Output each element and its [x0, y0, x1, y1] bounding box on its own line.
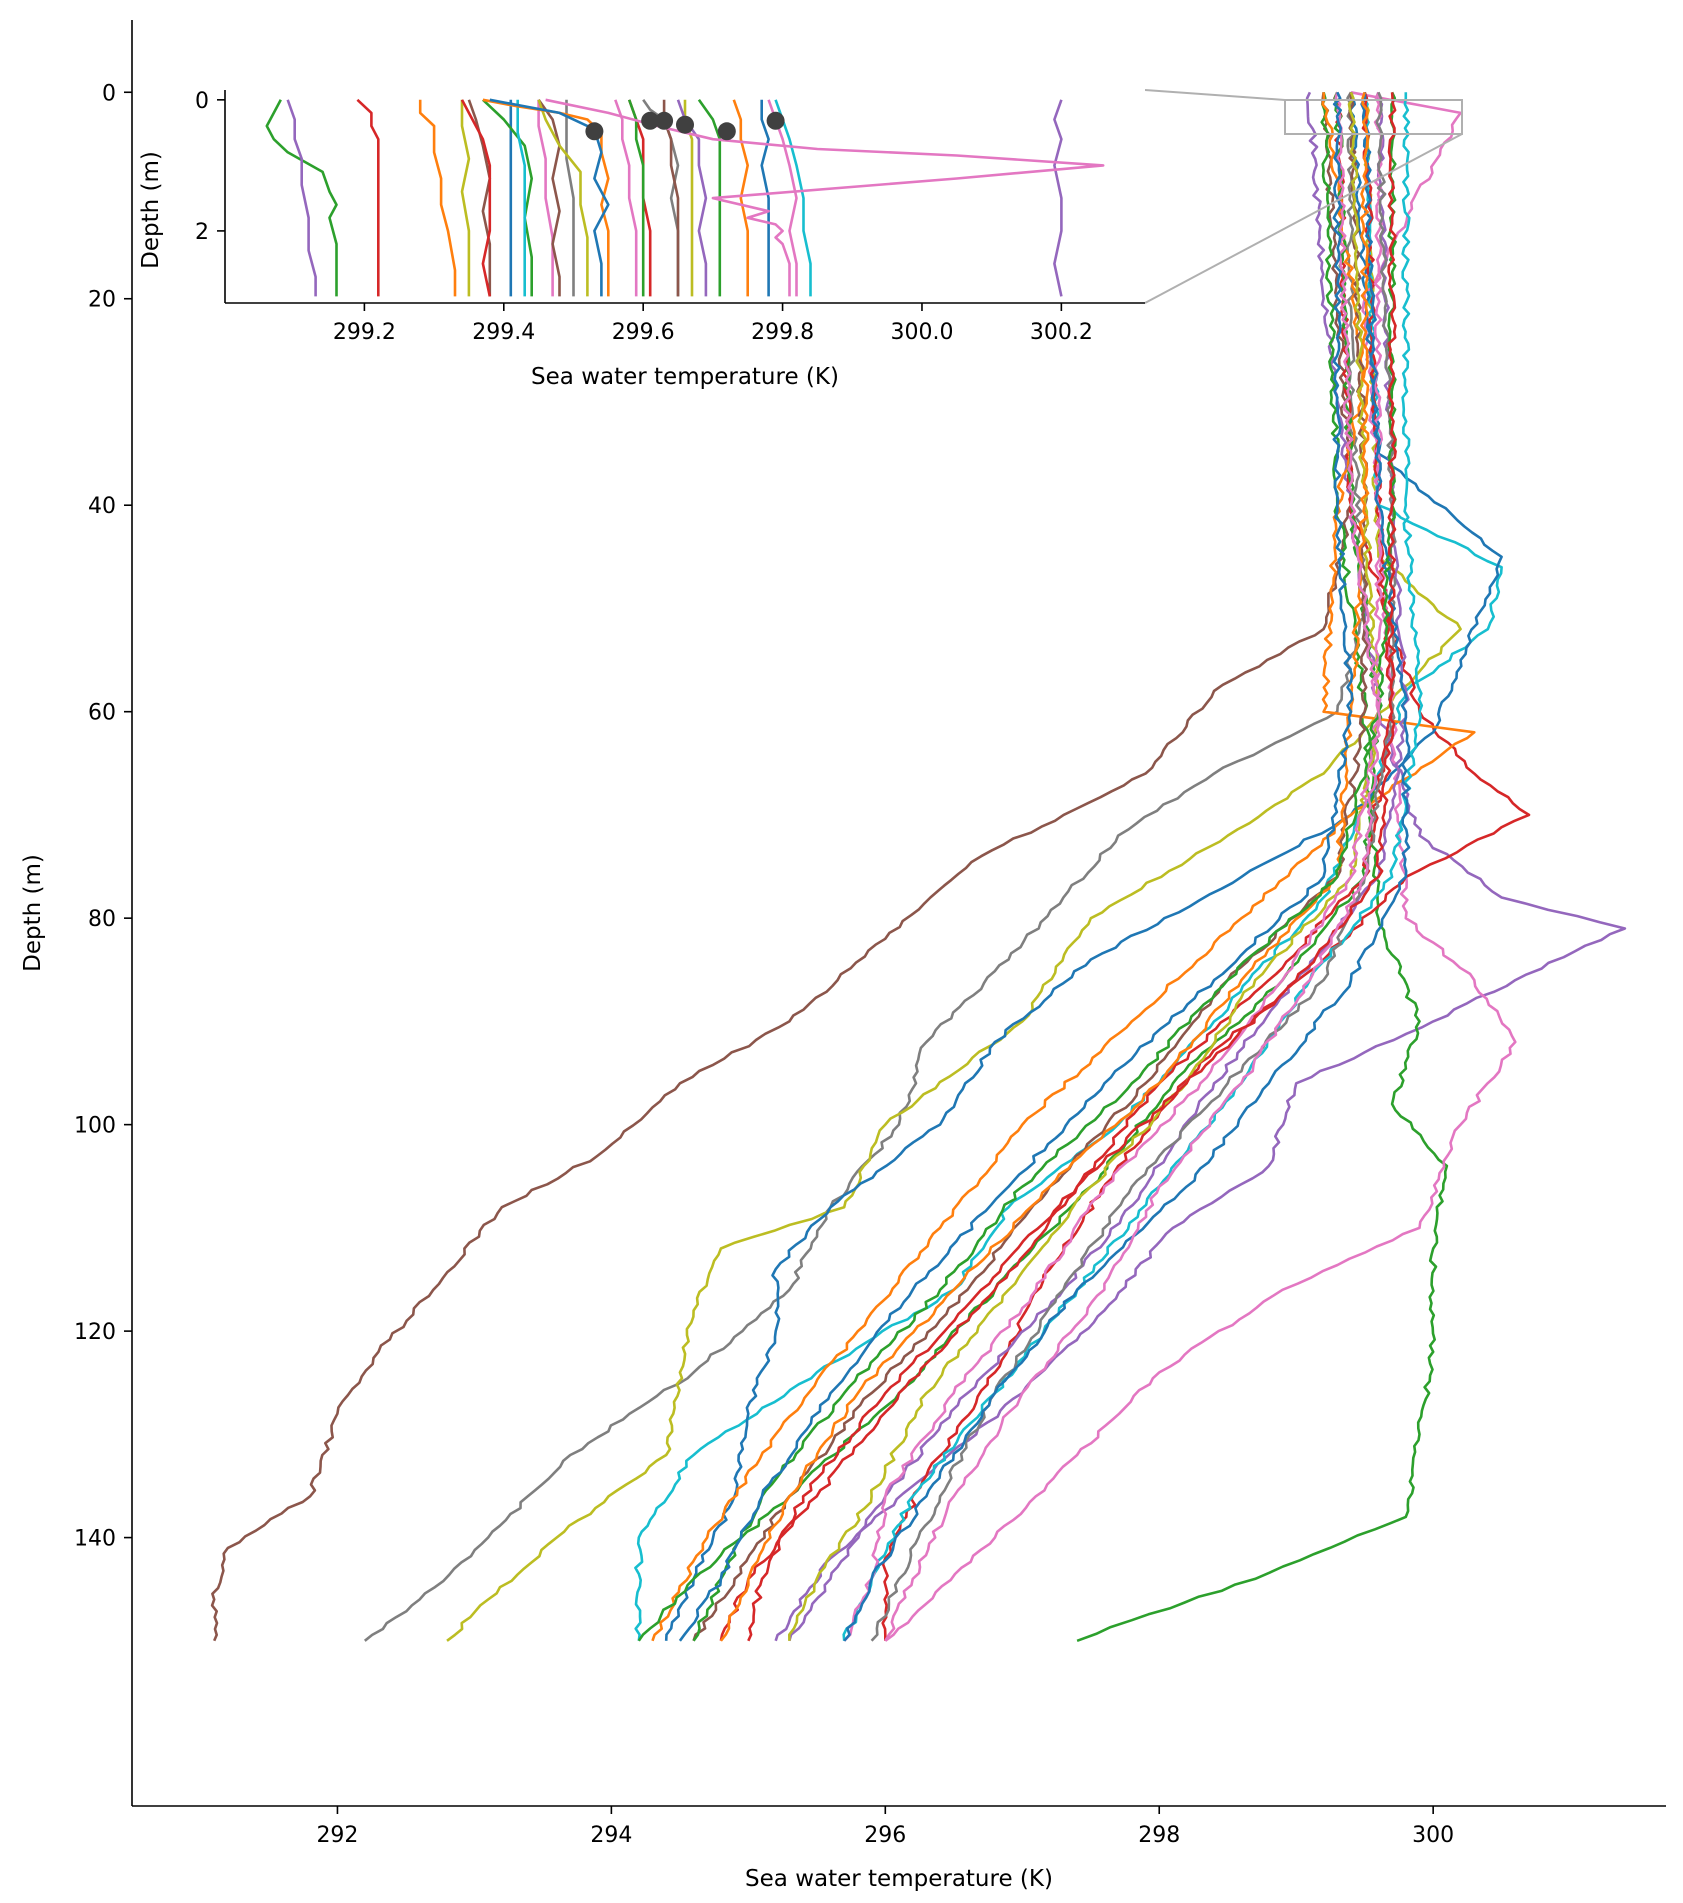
- inset-marker-group: [585, 111, 785, 141]
- main-y-tick-label: 0: [102, 81, 116, 106]
- main-x-tick-label: 298: [1138, 1823, 1180, 1848]
- inset-surface-marker: [655, 111, 674, 130]
- main-series-line-1: [210, 92, 1354, 1642]
- inset-y-ticks: 02: [195, 89, 225, 245]
- inset-surface-marker: [641, 111, 660, 130]
- inset-series-line-4: [418, 99, 457, 297]
- inset-series-line-16: [489, 98, 610, 297]
- inset-series-line-13: [565, 99, 575, 297]
- main-x-tick-label: 300: [1412, 1823, 1454, 1848]
- inset-series-line-18: [627, 99, 645, 297]
- main-series-line-22: [747, 92, 1397, 1642]
- main-x-tick-label: 292: [316, 1823, 358, 1848]
- main-x-tick-label: 294: [590, 1823, 632, 1848]
- inset-series-line-3: [356, 98, 380, 297]
- inset-surface-marker: [766, 111, 785, 130]
- inset-y-axis-label: Depth (m): [138, 151, 164, 269]
- main-series-line-6: [1076, 91, 1449, 1643]
- inset-series-line-19: [614, 99, 638, 297]
- inset-series-line-7: [460, 99, 492, 297]
- inset-series-line-10: [516, 99, 526, 297]
- main-y-tick-label: 100: [74, 1114, 116, 1139]
- inset-series-line-14: [537, 99, 589, 297]
- main-series-line-23: [884, 91, 1382, 1642]
- inset-series-line-29: [1053, 99, 1063, 297]
- main-series-line-24: [678, 91, 1354, 1642]
- inset-series-line-1: [265, 99, 338, 297]
- inset-series-line-9: [482, 98, 533, 297]
- main-series-line-13: [692, 92, 1369, 1642]
- main-series-line-19: [843, 92, 1411, 1642]
- inset-surface-marker: [585, 122, 604, 141]
- inset-x-tick-label: 299.6: [612, 320, 675, 345]
- main-series-line-18: [870, 91, 1397, 1642]
- main-series-line-10: [651, 92, 1476, 1642]
- inset-series-line-24: [697, 99, 722, 297]
- inset-x-tick-label: 299.8: [751, 320, 814, 345]
- main-y-tick-label: 40: [88, 494, 116, 519]
- zoom-indicator: [1144, 89, 1463, 304]
- main-x-ticks: 292 294 296 298 300: [316, 1806, 1454, 1848]
- main-series-line-15: [788, 91, 1381, 1641]
- inset-x-tick-label: 300.0: [890, 320, 953, 345]
- inset-series-line-30: [545, 98, 1105, 297]
- inset-x-ticks: 299.2 299.4 299.6 299.8 300.0 300.2: [333, 303, 1093, 345]
- main-series-line-8: [881, 91, 1531, 1641]
- main-y-tick-label: 80: [88, 907, 116, 932]
- inset-series-line-2: [286, 99, 317, 297]
- main-y-tick-label: 20: [88, 288, 116, 313]
- inset-axes: 299.2 299.4 299.6 299.8 300.0 300.2 02 Sea wa…: [138, 89, 1145, 390]
- inset-series-line-12: [537, 99, 561, 297]
- main-x-axis-label: Sea water temperature (K): [745, 1866, 1053, 1892]
- inset-x-tick-label: 299.4: [472, 320, 535, 345]
- main-y-axis-label: Depth (m): [20, 854, 46, 972]
- inset-series-line-11: [537, 99, 554, 297]
- inset-series-line-25: [732, 99, 749, 297]
- zoom-region-box: [1284, 99, 1463, 135]
- inset-series-line-26: [760, 99, 770, 297]
- inset-x-tick-label: 300.2: [1030, 320, 1093, 345]
- inset-y-tick-label: 2: [195, 220, 209, 245]
- main-y-ticks: 0 20 40 60 80 100 120 140: [74, 81, 132, 1552]
- main-y-tick-label: 60: [88, 701, 116, 726]
- zoom-connector-bottom: [1144, 133, 1463, 304]
- zoom-connector-top: [1144, 89, 1286, 101]
- main-series-group: [210, 91, 1627, 1643]
- inset-x-axis-label: Sea water temperature (K): [531, 364, 839, 390]
- main-x-tick-label: 296: [864, 1823, 906, 1848]
- inset-y-tick-label: 0: [195, 89, 209, 114]
- main-y-tick-label: 120: [74, 1320, 116, 1345]
- main-y-tick-label: 140: [74, 1527, 116, 1552]
- inset-surface-marker: [717, 122, 736, 141]
- inset-series-line-6: [467, 99, 492, 297]
- inset-surface-marker: [676, 115, 694, 134]
- main-series-line-17: [843, 91, 1384, 1642]
- inset-x-tick-label: 299.2: [333, 320, 396, 345]
- inset-series-line-5: [460, 99, 471, 297]
